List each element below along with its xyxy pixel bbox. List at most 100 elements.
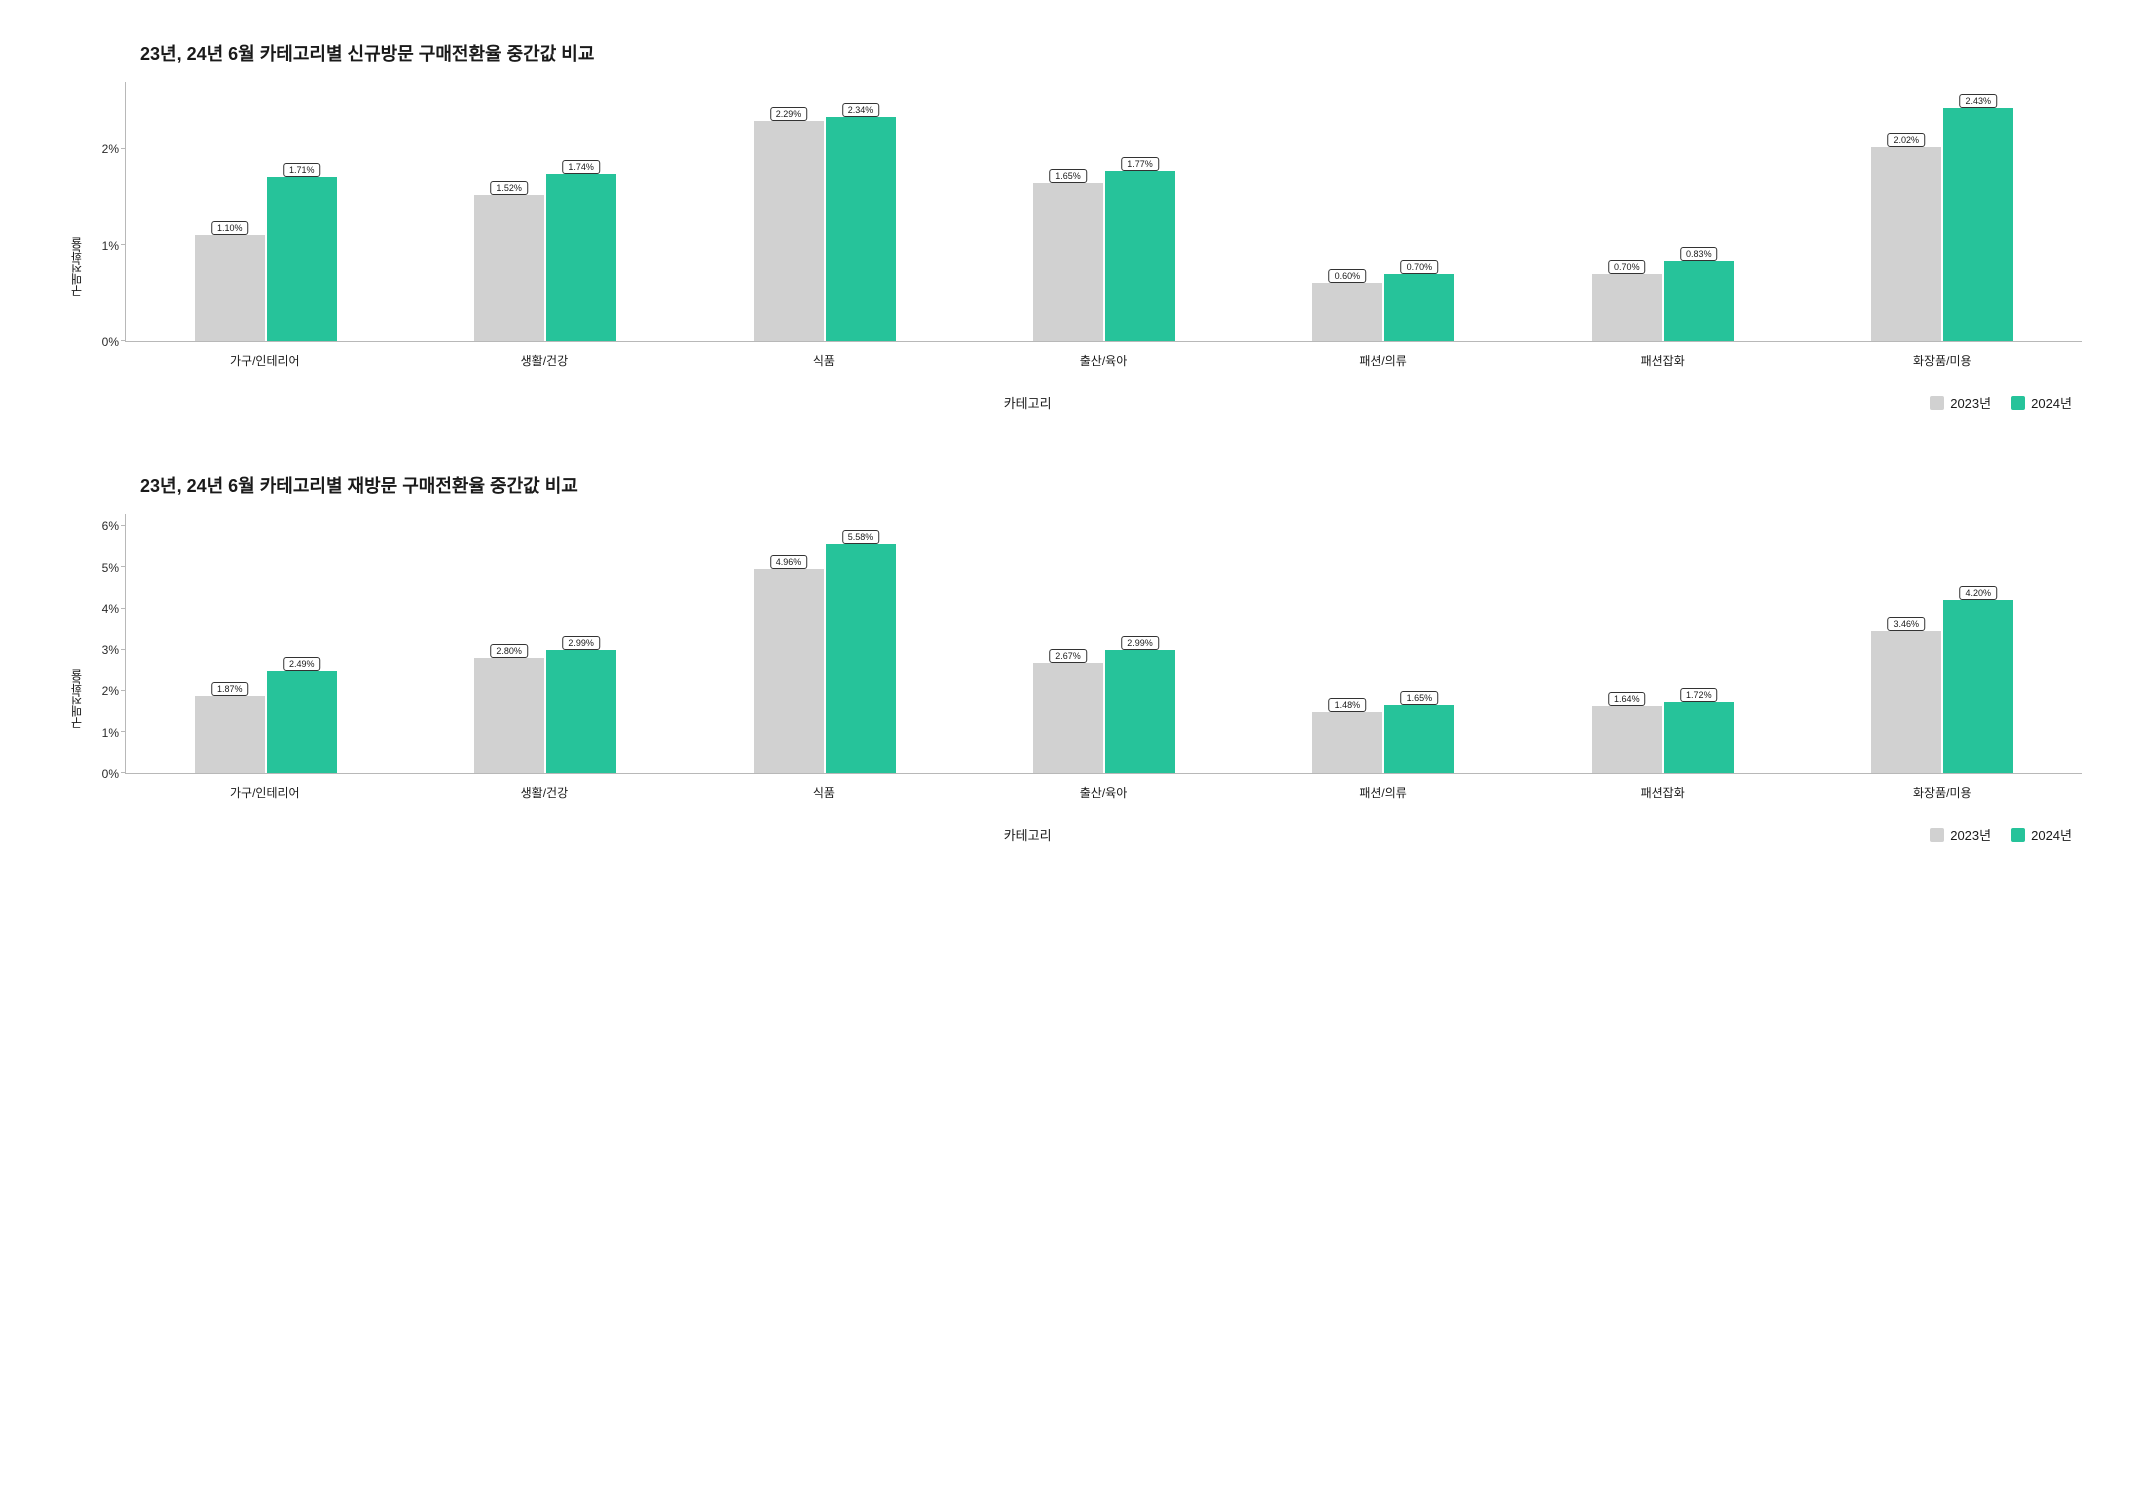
y-tick: 2% [102,142,119,156]
bar-value-label: 1.64% [1608,692,1646,706]
bar-value-label: 1.48% [1329,698,1367,712]
bar-value-label: 4.20% [1959,586,1997,600]
bar-fill [1871,147,1941,341]
bar-fill [826,544,896,773]
x-category-label: 패션/의류 [1243,352,1523,369]
y-tick: 2% [102,684,119,698]
bar-value-label: 2.29% [770,107,808,121]
bar-group: 1.87% 2.49% [126,514,405,773]
bar-value-label: 5.58% [842,530,880,544]
bar-value-label: 2.67% [1049,649,1087,663]
y-tick: 0% [102,767,119,781]
bar-value-label: 2.99% [562,636,600,650]
bar-value-label: 4.96% [770,555,808,569]
bar-2023: 1.52% [474,195,544,341]
y-axis-label: 구매전환율 [60,82,85,412]
bar-fill [1384,274,1454,341]
bar-2024: 1.71% [267,177,337,341]
bar-2024: 1.74% [546,174,616,341]
bar-fill [195,696,265,773]
bar-group: 1.10% 1.71% [126,82,405,341]
x-category-label: 화장품/미용 [1802,784,2082,801]
y-axis-label: 구매전환율 [60,514,85,844]
bar-value-label: 0.60% [1329,269,1367,283]
bar-value-label: 2.49% [283,657,321,671]
bar-2024: 2.99% [546,650,616,773]
bar-group: 0.60%0.70% [1244,82,1523,341]
bar-fill [1105,650,1175,773]
bar-group: 3.46% 4.20% [1803,514,2082,773]
legend-item-2024: 2024년 [2011,825,2072,844]
y-tick: 5% [102,561,119,575]
bar-value-label: 0.83% [1680,247,1718,261]
bar-groups: 1.10%1.71%1.52%1.74%2.29%2.34%1.65%1.77%… [126,82,2082,341]
legend-swatch-2023 [1930,828,1944,842]
bar-2023: 3.46% [1871,631,1941,773]
bar-fill [267,671,337,773]
bar-fill [1384,705,1454,773]
x-category-label: 패션/의류 [1243,784,1523,801]
y-axis: 0%1%2%3%4%5%6% [85,514,125,774]
chart-title: 23년, 24년 6월 카테고리별 신규방문 구매전환율 중간값 비교 [140,40,2082,66]
x-category-label: 가구/인테리어 [125,784,405,801]
bar-value-label: 1.72% [1680,688,1718,702]
bar-fill [1033,663,1103,773]
bar-value-label: 2.02% [1887,133,1925,147]
chart-bottom-row: 카테고리2023년2024년 [125,825,2082,844]
bar-value-label: 3.46% [1887,617,1925,631]
bar-fill [754,569,824,773]
legend-swatch-2024 [2011,396,2025,410]
bar-value-label: 2.43% [1959,94,1997,108]
x-category-row: 가구/인테리어생활/건강식품출산/육아패션/의류패션잡화화장품/미용 [125,352,2082,369]
bar-group: 1.65% 1.77% [964,82,1243,341]
bar-value-label: 1.77% [1121,157,1159,171]
legend-item-2024: 2024년 [2011,393,2072,412]
bar-fill [546,650,616,773]
bar-group: 2.29% 2.34% [685,82,964,341]
bar-fill [1592,706,1662,773]
x-axis-title: 카테고리 [125,825,1930,844]
bar-fill [1871,631,1941,773]
bar-group: 4.96% 5.58% [685,514,964,773]
bar-2023: 2.29% [754,121,824,341]
bar-fill [474,658,544,773]
bar-value-label: 1.65% [1049,169,1087,183]
bar-fill [1943,600,2013,773]
bar-2024: 2.99% [1105,650,1175,773]
x-category-label: 화장품/미용 [1802,352,2082,369]
bar-group: 1.52%1.74% [405,82,684,341]
legend-label-2024: 2024년 [2031,825,2072,844]
plot-area: 1.10%1.71%1.52%1.74%2.29%2.34%1.65%1.77%… [125,82,2082,342]
bar-2023: 0.70% [1592,274,1662,341]
bar-fill [1664,261,1734,341]
bar-group: 1.64% 1.72% [1523,514,1802,773]
chart-1: 23년, 24년 6월 카테고리별 재방문 구매전환율 중간값 비교구매전환율0… [60,472,2082,844]
y-axis: 0%1%2% [85,82,125,342]
legend-label-2024: 2024년 [2031,393,2072,412]
bar-fill [195,235,265,341]
bar-fill [546,174,616,341]
plot-outer: 1.10%1.71%1.52%1.74%2.29%2.34%1.65%1.77%… [125,82,2082,412]
bar-value-label: 0.70% [1608,260,1646,274]
bar-fill [1664,702,1734,773]
chart-wrap: 구매전환율0%1%2%3%4%5%6%1.87%2.49%2.80%2.99%4… [60,514,2082,844]
legend-swatch-2024 [2011,828,2025,842]
bar-2024: 1.72% [1664,702,1734,773]
chart-bottom-row: 카테고리2023년2024년 [125,393,2082,412]
bar-fill [1312,712,1382,773]
x-category-label: 생활/건강 [405,784,685,801]
bar-value-label: 1.87% [211,682,249,696]
y-tick: 0% [102,335,119,349]
bar-value-label: 2.34% [842,103,880,117]
bar-fill [1943,108,2013,341]
bar-2023: 1.87% [195,696,265,773]
bar-groups: 1.87%2.49%2.80%2.99%4.96%5.58%2.67%2.99%… [126,514,2082,773]
plot-area: 1.87%2.49%2.80%2.99%4.96%5.58%2.67%2.99%… [125,514,2082,774]
bar-2024: 1.77% [1105,171,1175,341]
bar-value-label: 1.10% [211,221,249,235]
legend: 2023년2024년 [1930,825,2072,844]
bar-fill [1105,171,1175,341]
bar-value-label: 1.52% [490,181,528,195]
bar-2023: 1.48% [1312,712,1382,773]
bar-2023: 2.67% [1033,663,1103,773]
